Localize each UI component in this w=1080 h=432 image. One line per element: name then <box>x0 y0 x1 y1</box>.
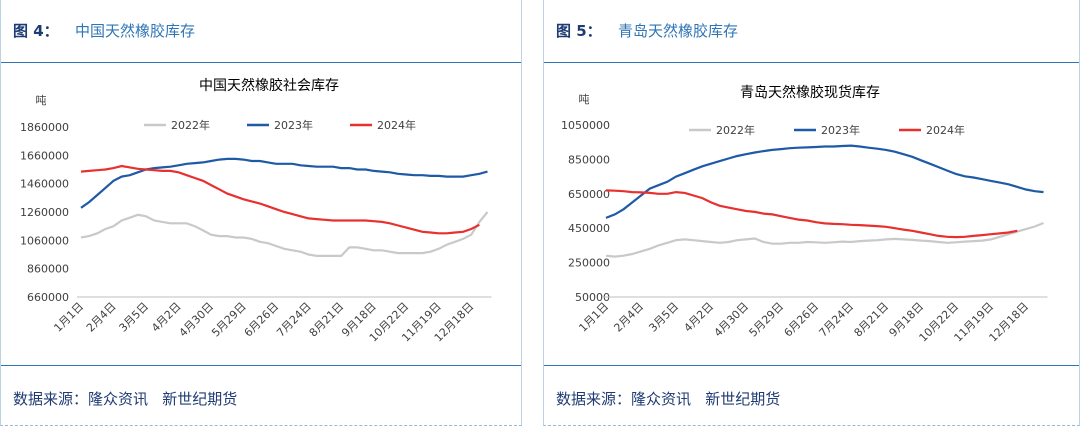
legend-label: 2023年 <box>821 123 860 137</box>
x-tick-label: 3月5日 <box>117 300 152 335</box>
panel: 图 5： 青岛天然橡胶库存 青岛天然橡胶现货库存吨 50000 250000 4500… <box>543 0 1080 426</box>
panel-footer: 数据来源：隆众资讯 新世纪期货 <box>544 365 1079 426</box>
legend-label: 2022年 <box>716 123 755 137</box>
y-tick-label: 250000 <box>568 257 610 270</box>
x-tick-label: 8月21日 <box>852 300 892 340</box>
x-tick-label: 7月24日 <box>817 300 857 340</box>
x-tick-label: 2月4日 <box>84 300 119 335</box>
x-tick-label: 3月5日 <box>646 300 681 335</box>
y-tick-label: 1060000 <box>20 234 69 247</box>
y-tick-label: 1860000 <box>20 121 69 134</box>
x-tick-label: 4月2日 <box>681 300 716 335</box>
y-tick-label: 1460000 <box>20 178 69 191</box>
line-series <box>605 144 1044 219</box>
x-tick-label: 6月26日 <box>782 300 822 340</box>
panel-header: 图 5： 青岛天然橡胶库存 <box>544 0 1079 63</box>
x-tick-label: 7月24日 <box>274 300 314 340</box>
figure-title: 中国天然橡胶库存 <box>75 22 196 40</box>
chart-title: 中国天然橡胶社会库存 <box>199 77 339 94</box>
line-series <box>605 221 1044 258</box>
figure-title: 青岛天然橡胶库存 <box>618 22 739 40</box>
x-tick-label: 4月30日 <box>177 300 217 340</box>
line-series <box>80 157 488 209</box>
panel-footer: 数据来源：隆众资讯 新世纪期货 <box>1 365 521 426</box>
figure-label: 图 4： <box>13 22 59 40</box>
x-tick-label: 1月1日 <box>51 300 86 335</box>
y-tick-label: 650000 <box>568 188 610 201</box>
legend-label: 2024年 <box>926 123 965 137</box>
y-tick-label: 1260000 <box>20 206 69 219</box>
panel-header: 图 4： 中国天然橡胶库存 <box>1 0 521 63</box>
y-tick-label: 450000 <box>568 222 610 235</box>
line-series <box>605 189 1018 239</box>
x-tick-label: 6月26日 <box>242 300 282 340</box>
legend-label: 2023年 <box>274 118 313 132</box>
legend-label: 2024年 <box>377 118 416 132</box>
y-tick-label: 860000 <box>27 263 69 276</box>
y-tick-label: 1660000 <box>20 149 69 162</box>
line-series <box>80 164 480 235</box>
x-tick-label: 5月29日 <box>209 300 249 340</box>
y-axis-label: 吨 <box>36 94 47 107</box>
x-tick-label: 2月4日 <box>611 300 646 335</box>
source: 数据来源：隆众资讯 新世纪期货 <box>13 390 238 408</box>
line-series <box>80 211 489 257</box>
panel: 图 4： 中国天然橡胶库存 中国天然橡胶社会库存吨 660000 860000 106… <box>0 0 522 426</box>
y-tick-label: 660000 <box>27 291 69 304</box>
legend-label: 2022年 <box>171 118 210 132</box>
y-tick-label: 850000 <box>568 153 610 166</box>
chart-title: 青岛天然橡胶现货库存 <box>740 84 880 101</box>
figure-label: 图 5： <box>556 22 602 40</box>
source: 数据来源：隆众资讯 新世纪期货 <box>556 390 781 408</box>
y-tick-label: 50000 <box>575 291 610 304</box>
x-tick-label: 1月1日 <box>576 300 611 335</box>
x-tick-label: 4月30日 <box>712 300 752 340</box>
x-tick-label: 5月29日 <box>747 300 787 340</box>
y-tick-label: 1050000 <box>561 119 610 132</box>
x-tick-label: 8月21日 <box>307 300 347 340</box>
y-axis-label: 吨 <box>579 93 590 106</box>
